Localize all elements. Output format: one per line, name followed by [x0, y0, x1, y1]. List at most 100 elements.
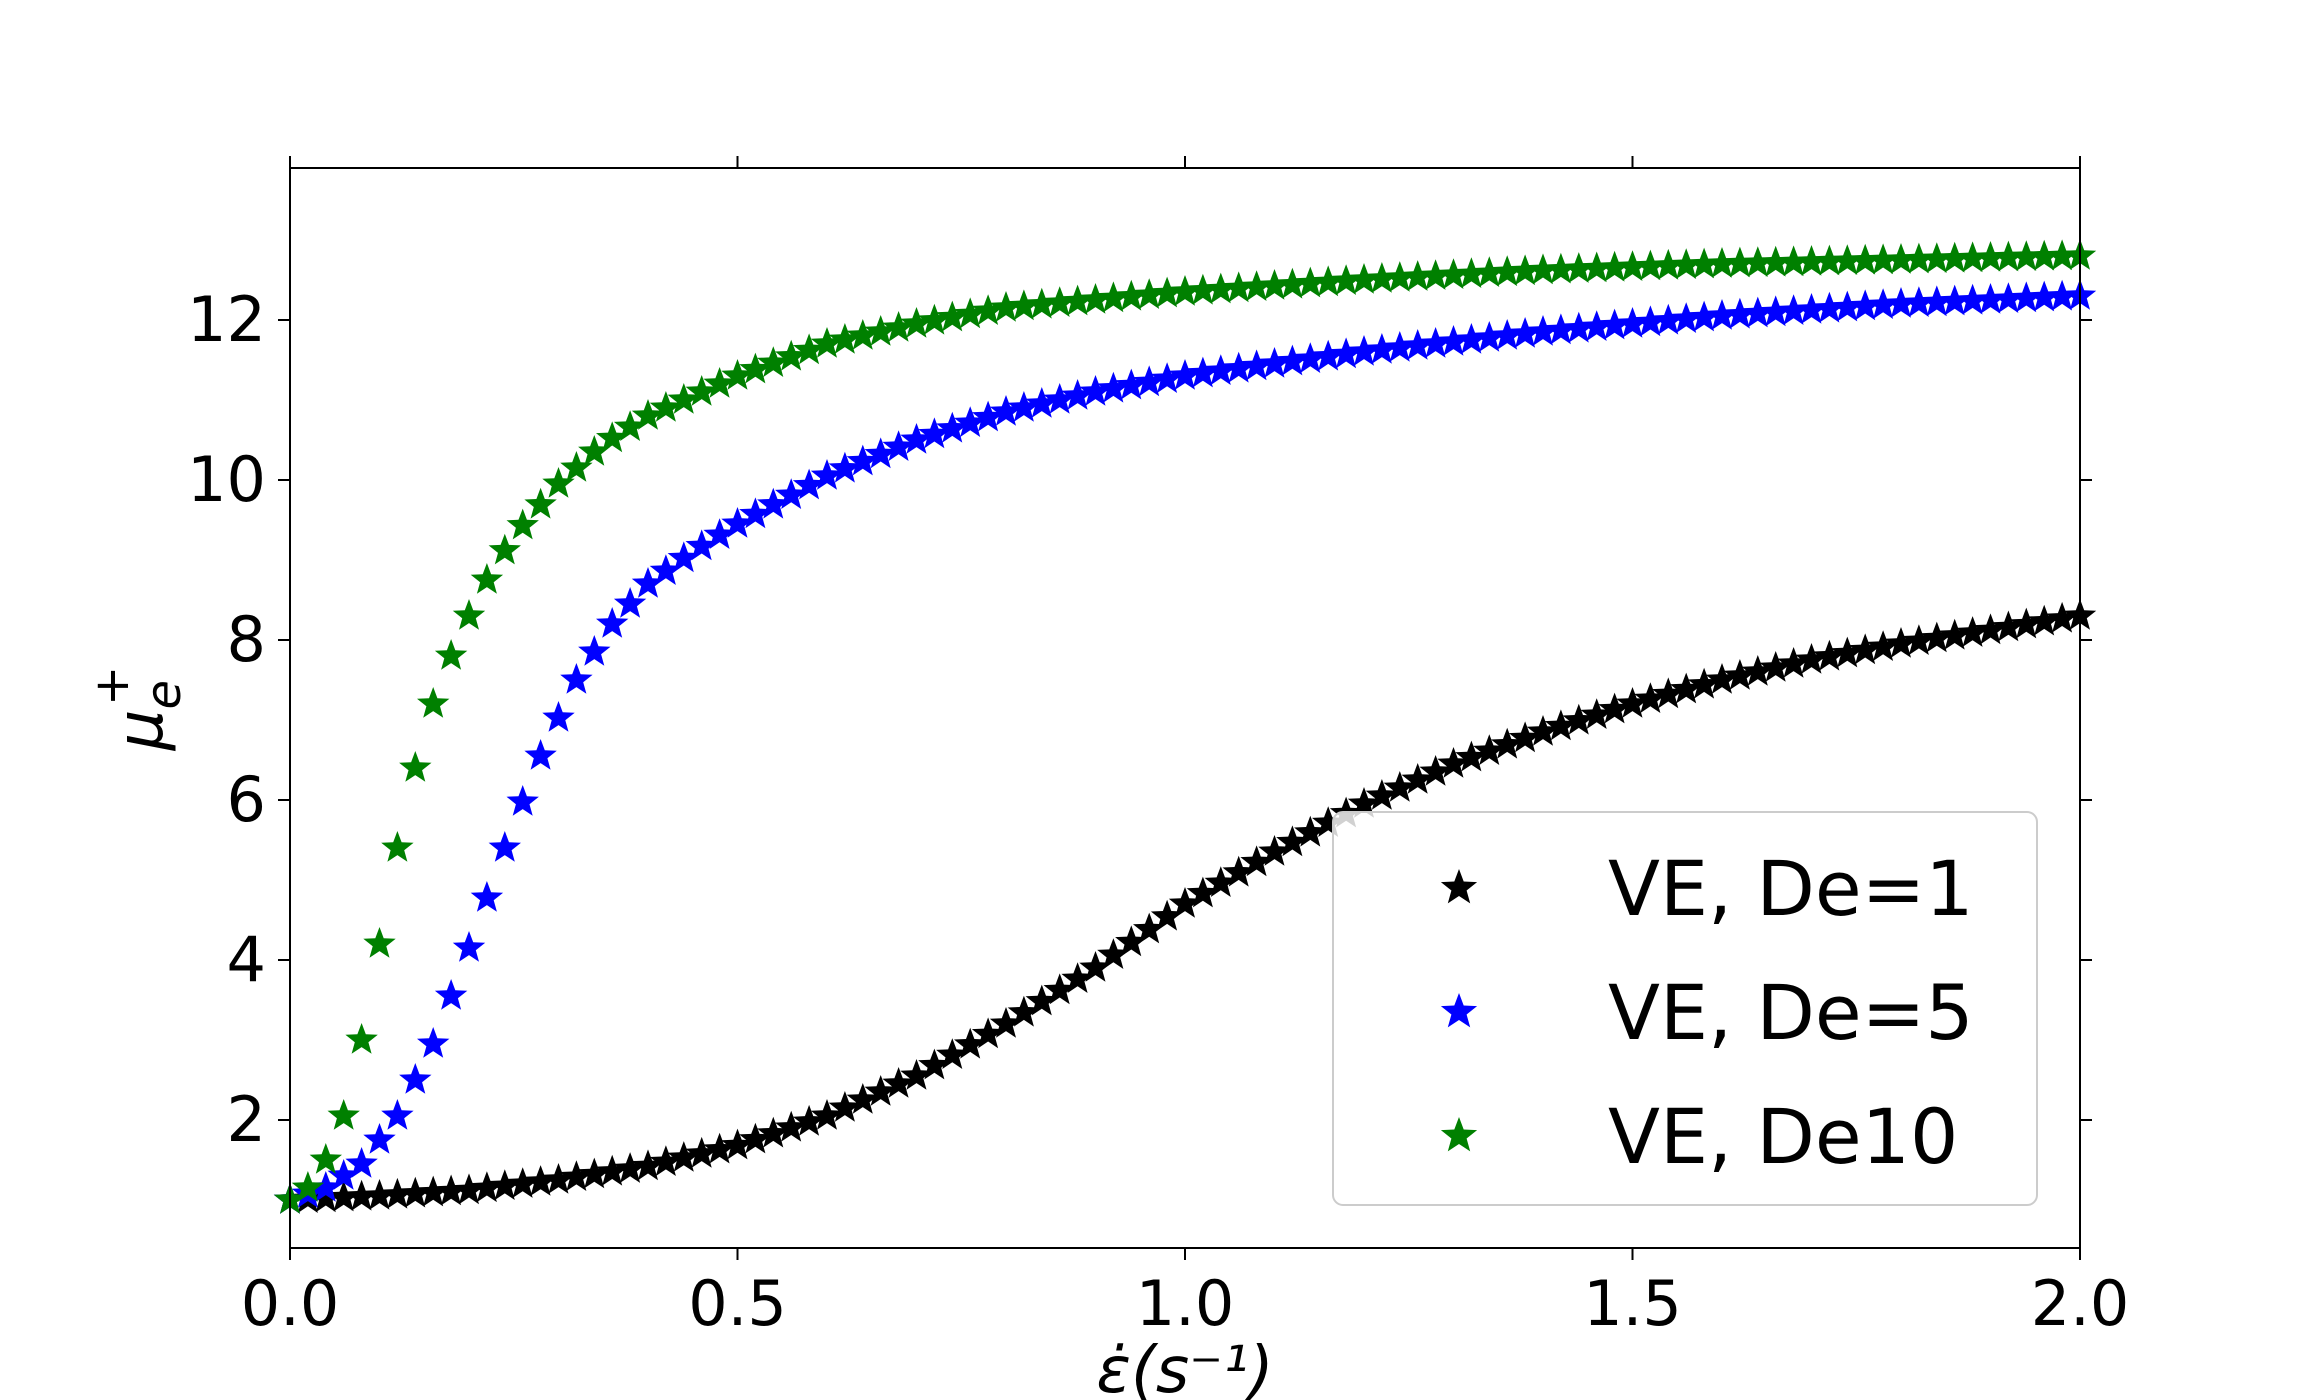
y-axis-title-symbol: μ — [104, 710, 178, 752]
data-point — [1222, 351, 1255, 383]
data-point — [1920, 621, 1953, 653]
data-point — [1884, 627, 1918, 658]
data-point — [1795, 245, 1828, 276]
data-point — [1043, 286, 1076, 317]
data-point — [1687, 667, 1721, 699]
data-point — [417, 687, 450, 718]
data-point — [1383, 261, 1416, 292]
data-point — [1884, 243, 1918, 274]
data-point — [345, 1023, 378, 1054]
data-point — [1491, 727, 1524, 759]
data-point — [434, 639, 468, 670]
data-point — [578, 1157, 611, 1189]
data-point — [1043, 973, 1076, 1005]
data-point — [864, 1075, 897, 1106]
data-point — [1956, 283, 1989, 315]
data-point — [1902, 242, 1936, 274]
data-point — [578, 435, 611, 466]
legend-label: VE, De10 — [1608, 1092, 1958, 1181]
data-point — [1401, 329, 1434, 360]
data-point — [954, 1027, 987, 1059]
data-point — [1562, 703, 1595, 735]
data-point — [1025, 287, 1058, 319]
data-point — [1061, 379, 1094, 410]
data-point — [1831, 290, 1864, 322]
data-point — [1598, 308, 1631, 340]
data-point — [918, 1048, 951, 1080]
data-point — [1866, 243, 1900, 275]
series-2 — [273, 279, 2097, 1214]
data-point — [631, 567, 665, 598]
data-point — [846, 1083, 879, 1114]
data-point — [1115, 368, 1148, 400]
data-point — [1043, 383, 1076, 414]
data-point — [1115, 279, 1148, 311]
data-point — [309, 1171, 342, 1202]
data-point — [1866, 288, 1900, 319]
data-point — [792, 468, 826, 500]
data-point — [399, 751, 432, 782]
data-point — [1007, 995, 1041, 1027]
data-point — [1831, 244, 1864, 275]
data-point — [363, 927, 396, 958]
data-point — [1508, 721, 1542, 753]
data-point — [1670, 302, 1703, 333]
data-point — [488, 831, 521, 862]
data-point — [1866, 630, 1900, 661]
data-point — [1508, 254, 1542, 286]
data-point — [1294, 815, 1327, 847]
data-point — [1329, 337, 1363, 369]
data-point — [1616, 250, 1649, 281]
data-point — [1849, 289, 1882, 321]
data-point — [1670, 672, 1703, 704]
data-point — [1150, 899, 1184, 931]
data-point — [524, 739, 557, 770]
data-point — [971, 400, 1005, 432]
legend-box — [1332, 811, 2038, 1206]
data-point — [1526, 253, 1560, 285]
data-point — [954, 406, 987, 437]
data-point — [1544, 313, 1578, 345]
data-point — [1312, 339, 1345, 371]
data-point — [613, 410, 647, 441]
data-point — [936, 411, 969, 443]
data-point — [1687, 300, 1721, 332]
data-point — [1419, 327, 1452, 358]
legend-items: VE, De=1 VE, De=5 VE, De10 — [1440, 844, 1974, 1181]
data-point — [1616, 307, 1649, 338]
data-point — [1813, 244, 1846, 276]
data-point — [775, 339, 808, 371]
legend-marker — [1440, 993, 1478, 1028]
data-point — [721, 1128, 754, 1160]
data-point — [810, 459, 844, 490]
data-point — [792, 1104, 826, 1136]
data-point — [721, 359, 754, 390]
x-tick-label: 1.5 — [1583, 1267, 1682, 1340]
x-tick-label: 1.0 — [1136, 1267, 1235, 1340]
data-point — [1133, 278, 1166, 309]
data-point — [542, 467, 575, 498]
data-point — [560, 663, 593, 694]
data-point — [882, 1067, 915, 1098]
data-point — [596, 421, 629, 453]
data-point — [846, 319, 879, 350]
series-1 — [273, 599, 2097, 1214]
data-point — [1508, 317, 1542, 348]
data-point — [882, 311, 915, 342]
data-point — [1974, 241, 2007, 272]
data-point — [936, 1038, 969, 1069]
data-point — [1974, 283, 2007, 314]
data-point — [1025, 387, 1058, 418]
data-point — [1473, 734, 1506, 765]
data-point — [452, 931, 486, 962]
data-point — [649, 391, 683, 422]
data-point — [1902, 624, 1936, 655]
y-tick-label: 10 — [187, 443, 266, 516]
data-point — [1956, 616, 1989, 647]
data-point — [1186, 273, 1220, 305]
data-point — [1419, 755, 1452, 786]
data-point — [1258, 835, 1291, 866]
data-point — [470, 563, 504, 594]
data-point — [1759, 651, 1792, 682]
